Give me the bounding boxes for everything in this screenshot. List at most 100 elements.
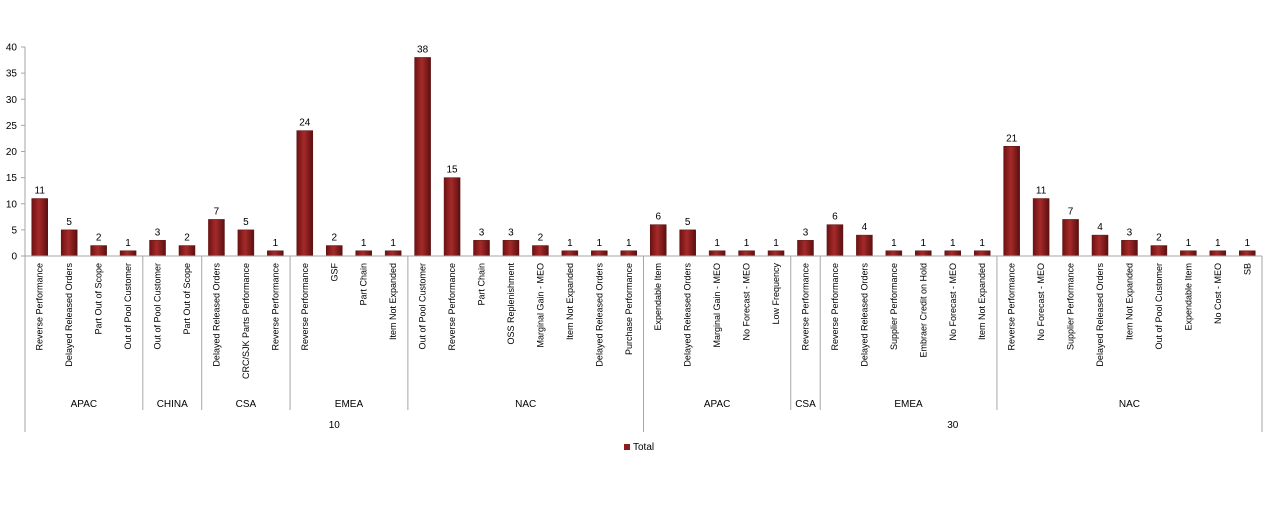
bar <box>767 250 785 257</box>
category-label: Reverse Performance <box>300 263 310 351</box>
data-label: 1 <box>626 238 632 249</box>
data-label: 2 <box>184 233 190 244</box>
bar <box>649 224 667 257</box>
category-label: Reverse Performance <box>270 263 280 351</box>
data-label: 5 <box>66 217 72 228</box>
data-label: 7 <box>214 206 220 217</box>
bar <box>856 234 873 257</box>
data-label: 5 <box>685 217 691 228</box>
bar <box>237 229 255 257</box>
data-label: 1 <box>1215 238 1221 249</box>
legend-label: Total <box>633 442 654 453</box>
bar <box>1150 245 1168 257</box>
data-label: 6 <box>655 212 661 223</box>
bar <box>1032 198 1050 257</box>
category-label: Part Chain <box>477 263 487 306</box>
legend: Total <box>624 442 654 453</box>
data-label: 5 <box>243 217 249 228</box>
region-label: EMEA <box>894 399 923 410</box>
data-label: 2 <box>331 233 337 244</box>
bar <box>1180 250 1197 257</box>
legend-swatch <box>624 444 630 450</box>
y-tick-label: 5 <box>11 225 17 236</box>
y-tick-label: 15 <box>6 173 18 184</box>
category-label: Low Frequency <box>771 263 781 325</box>
y-tick-label: 0 <box>11 252 17 263</box>
category-label: Supplier Performance <box>1066 263 1076 350</box>
bar <box>208 219 225 257</box>
data-label: 1 <box>390 238 396 249</box>
y-tick-label: 35 <box>6 69 18 80</box>
category-label: No Cost - MEO <box>1213 263 1223 324</box>
bar <box>708 250 726 257</box>
y-tick-label: 10 <box>6 199 18 210</box>
data-label: 15 <box>446 165 458 176</box>
category-label: Out of Pool Customer <box>153 263 163 350</box>
y-tick-label: 25 <box>6 121 18 132</box>
category-label: Delayed Released Orders <box>683 263 693 367</box>
region-label: CSA <box>236 399 257 410</box>
bar <box>561 250 579 257</box>
bar <box>1209 250 1227 257</box>
bar <box>31 198 48 257</box>
category-label: Purchase Performance <box>624 263 634 355</box>
data-label: 3 <box>155 227 161 238</box>
category-label: Reverse Performance <box>800 263 810 351</box>
bar <box>1003 146 1020 257</box>
data-label: 1 <box>921 238 927 249</box>
category-label: Reverse Performance <box>35 263 45 351</box>
data-label: 2 <box>96 233 102 244</box>
region-label: EMEA <box>335 399 364 410</box>
data-label: 7 <box>1068 206 1074 217</box>
data-label: 3 <box>479 227 485 238</box>
category-label: SB <box>1242 263 1252 275</box>
data-label: 1 <box>597 238 603 249</box>
region-label: CSA <box>795 399 816 410</box>
category-label: Reverse Performance <box>830 263 840 351</box>
category-label: CRC/SJK Parts Performance <box>241 263 251 379</box>
data-label: 3 <box>508 227 514 238</box>
bar <box>119 250 137 257</box>
category-label: Expendable Item <box>1183 263 1193 331</box>
data-label: 1 <box>950 238 956 249</box>
bar <box>355 250 372 257</box>
bar <box>532 245 549 257</box>
bar <box>296 130 314 257</box>
data-label: 11 <box>35 186 46 197</box>
category-label: Supplier Performance <box>889 263 899 350</box>
group-label: 30 <box>947 420 959 431</box>
region-label: NAC <box>515 399 536 410</box>
bar <box>1062 219 1079 257</box>
bar <box>826 224 844 257</box>
category-label: Delayed Released Orders <box>594 263 604 367</box>
category-label: No Forecast - MEO <box>948 263 958 341</box>
bar <box>915 250 932 257</box>
category-label: No Forecast - MEO <box>742 263 752 341</box>
category-label: Expendable Item <box>653 263 663 331</box>
x-axis: Reverse Performance Delayed Released Orde… <box>24 255 1263 432</box>
bar <box>620 250 638 257</box>
bar <box>443 177 461 257</box>
category-label: Item Not Expanded <box>977 263 987 340</box>
data-label: 21 <box>1006 133 1018 144</box>
category-label: Out of Pool Customer <box>1154 263 1164 350</box>
bars <box>31 57 1256 257</box>
category-label: Part Out of Scope <box>94 263 104 335</box>
data-label: 1 <box>1186 238 1192 249</box>
bar <box>149 240 166 257</box>
region-label: APAC <box>704 399 731 410</box>
region-label: NAC <box>1119 399 1140 410</box>
category-label: Delayed Released Orders <box>211 263 221 367</box>
data-label: 4 <box>862 222 868 233</box>
bar <box>738 250 755 257</box>
bar <box>1091 234 1109 257</box>
y-axis: 0 5 10 15 20 25 30 35 40 <box>6 43 26 263</box>
bar <box>973 250 991 257</box>
data-label: 2 <box>1156 233 1162 244</box>
bar <box>591 250 608 257</box>
bar <box>1239 250 1256 257</box>
category-label: GSF <box>329 263 339 282</box>
data-label: 1 <box>773 238 779 249</box>
